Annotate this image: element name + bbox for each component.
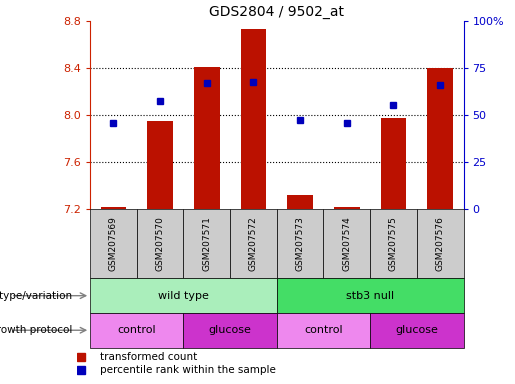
Text: GSM207570: GSM207570: [156, 217, 165, 271]
Bar: [277, 209, 323, 278]
Text: control: control: [304, 325, 343, 335]
Bar: [90, 278, 277, 313]
Bar: [230, 209, 277, 278]
Bar: [241, 29, 266, 209]
Bar: [147, 121, 173, 209]
Text: glucose: glucose: [396, 325, 438, 335]
Bar: [370, 313, 464, 348]
Text: transformed count: transformed count: [100, 352, 197, 362]
Bar: [417, 209, 464, 278]
Text: GSM207574: GSM207574: [342, 217, 351, 271]
Bar: [323, 209, 370, 278]
Text: percentile rank within the sample: percentile rank within the sample: [100, 365, 276, 376]
Bar: [183, 209, 230, 278]
Bar: [427, 68, 453, 209]
Text: GSM207573: GSM207573: [296, 217, 305, 271]
Text: GSM207575: GSM207575: [389, 217, 398, 271]
Bar: [137, 209, 183, 278]
Bar: [277, 278, 464, 313]
Text: control: control: [117, 325, 156, 335]
Title: GDS2804 / 9502_at: GDS2804 / 9502_at: [209, 5, 345, 19]
Text: GSM207576: GSM207576: [436, 217, 444, 271]
Text: glucose: glucose: [209, 325, 252, 335]
Bar: [381, 118, 406, 209]
Text: GSM207571: GSM207571: [202, 217, 211, 271]
Bar: [100, 207, 126, 209]
Text: growth protocol: growth protocol: [0, 325, 72, 335]
Text: stb3 null: stb3 null: [346, 291, 394, 301]
Bar: [370, 209, 417, 278]
Bar: [287, 195, 313, 209]
Bar: [194, 67, 219, 209]
Bar: [90, 209, 137, 278]
Text: GSM207569: GSM207569: [109, 217, 118, 271]
Text: GSM207572: GSM207572: [249, 217, 258, 271]
Bar: [277, 313, 370, 348]
Text: genotype/variation: genotype/variation: [0, 291, 72, 301]
Bar: [334, 207, 359, 209]
Bar: [183, 313, 277, 348]
Bar: [90, 313, 183, 348]
Text: wild type: wild type: [158, 291, 209, 301]
